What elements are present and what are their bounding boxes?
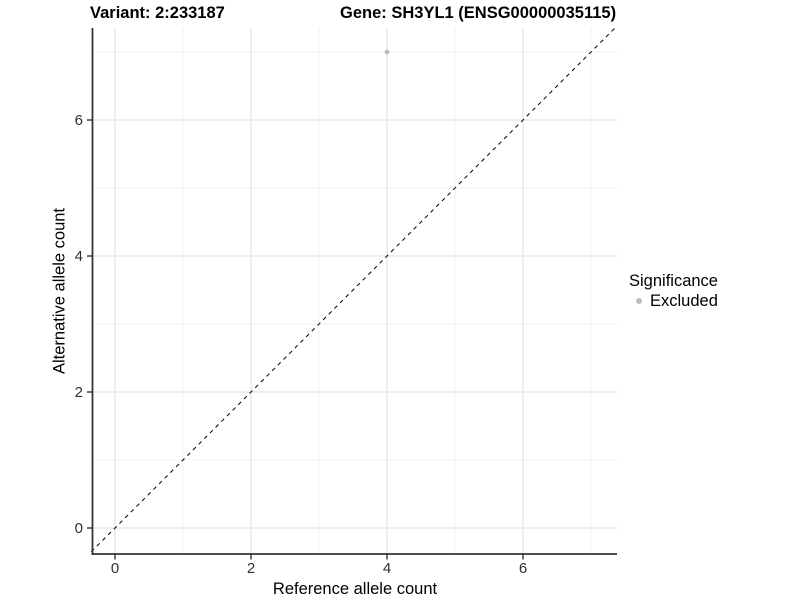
legend-entry-label: Excluded (650, 292, 718, 310)
y-tick-label: 6 (75, 112, 83, 129)
y-tick-label: 4 (75, 248, 83, 265)
legend: Significance Excluded (629, 272, 718, 310)
x-axis-title: Reference allele count (272, 580, 438, 598)
legend-title: Significance (629, 272, 718, 290)
major-gridlines (92, 28, 617, 554)
x-tick-label: 6 (519, 560, 527, 577)
x-tick-label: 0 (111, 560, 119, 577)
tick-labels: 0 2 4 6 0 2 4 6 (75, 112, 528, 577)
tick-marks (87, 119, 524, 560)
data-points (384, 49, 390, 55)
y-tick-label: 0 (75, 520, 83, 537)
legend-entry-excluded: Excluded (629, 292, 718, 310)
y-axis-title: Alternative allele count (50, 207, 69, 375)
plot-title-gene: Gene: SH3YL1 (ENSG00000035115) (340, 4, 617, 22)
y-tick-label: 2 (75, 384, 83, 401)
axis-lines (91, 28, 617, 555)
identity-line (90, 27, 616, 553)
x-tick-label: 4 (383, 560, 391, 577)
x-tick-label: 2 (247, 560, 255, 577)
plot-title-variant: Variant: 2:233187 (90, 4, 225, 22)
excluded-marker-icon (636, 298, 642, 304)
minor-gridlines (92, 28, 617, 554)
data-point (384, 49, 390, 55)
